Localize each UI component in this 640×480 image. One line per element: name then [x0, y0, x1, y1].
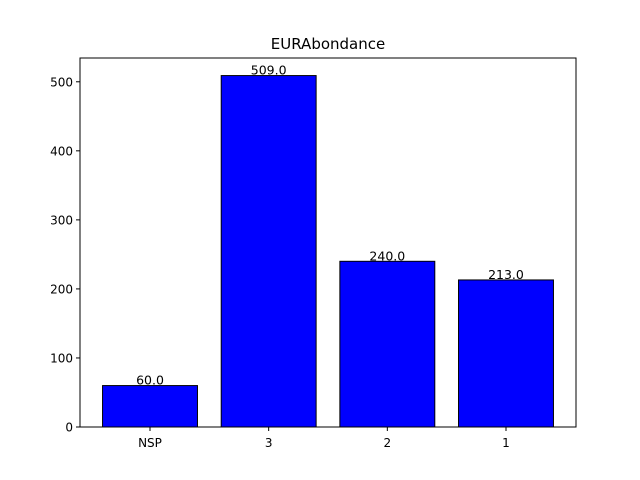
chart-title: EURAbondance	[271, 35, 385, 53]
plot-frame	[79, 57, 577, 428]
x-tick-label: NSP	[138, 436, 162, 450]
x-tick-label: 1	[502, 436, 510, 450]
y-tick-label: 100	[50, 351, 73, 365]
y-tick-label: 300	[50, 213, 73, 227]
bar	[102, 385, 198, 428]
y-tick-label: 400	[50, 144, 73, 158]
y-tick-label: 200	[50, 282, 73, 296]
bar	[339, 260, 436, 428]
bar-value-label: 213.0	[488, 267, 524, 282]
x-tick-label: 2	[384, 436, 392, 450]
bar-value-label: 60.0	[136, 373, 164, 388]
y-tick-label: 0	[65, 421, 73, 435]
y-tick-label: 500	[50, 75, 73, 89]
bar-value-label: 509.0	[251, 63, 287, 78]
bar	[220, 75, 317, 428]
x-tick-label: 3	[265, 436, 273, 450]
bar-value-label: 240.0	[369, 248, 405, 263]
bar	[458, 279, 554, 428]
